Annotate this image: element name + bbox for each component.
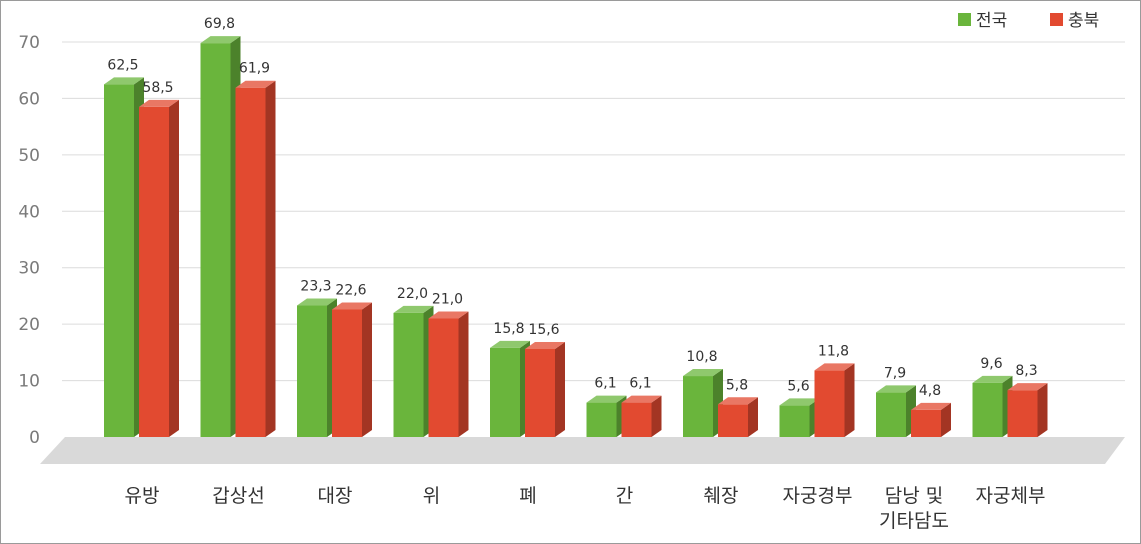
y-tick-label: 0 xyxy=(29,428,40,448)
bar xyxy=(490,340,530,437)
legend-label: 전국 xyxy=(976,11,1007,31)
bar xyxy=(718,397,758,437)
legend-label: 충북 xyxy=(1068,11,1099,31)
bar xyxy=(235,80,276,437)
data-label: 21,0 xyxy=(432,292,463,308)
bar xyxy=(104,77,144,438)
bar xyxy=(814,363,855,437)
data-labels: 62,558,5 69,8 61,9 23,3 22,6 22,0 21,0 15,8 15,6… xyxy=(107,16,1037,399)
y-tick-label: 10 xyxy=(18,372,40,392)
floor-plane xyxy=(40,437,1125,464)
legend-item: 충북 xyxy=(1050,11,1099,31)
data-label: 5,6 xyxy=(787,378,809,394)
legend: 전국 충북 xyxy=(958,11,1099,31)
bar xyxy=(876,385,916,437)
bar xyxy=(1007,383,1048,437)
bar xyxy=(428,311,469,437)
data-label: 22,0 xyxy=(397,286,428,302)
bar xyxy=(972,375,1013,437)
category-label: 자궁경부 xyxy=(783,485,853,507)
bar xyxy=(621,395,662,437)
data-label: 61,9 xyxy=(239,61,270,77)
category-label: 유방 xyxy=(125,485,160,507)
category-label: 간 xyxy=(616,485,633,507)
data-label: 23,3 xyxy=(300,279,331,295)
y-tick-label: 70 xyxy=(18,33,40,53)
category-label: 췌장 xyxy=(704,485,739,507)
bars xyxy=(104,36,1048,438)
y-tick-label: 30 xyxy=(18,259,40,279)
y-tick-label: 60 xyxy=(18,89,40,109)
legend-swatch xyxy=(1050,13,1063,26)
data-label: 15,8 xyxy=(493,321,524,337)
data-label: 62,5 xyxy=(107,57,138,73)
category-label: 갑상선 xyxy=(212,485,264,507)
data-label: 58,5 xyxy=(142,80,173,96)
bar xyxy=(139,99,179,438)
data-label: 10,8 xyxy=(686,349,717,365)
data-label: 9,6 xyxy=(980,356,1002,372)
data-label: 6,1 xyxy=(594,376,616,392)
legend-item: 전국 xyxy=(958,11,1007,31)
category-label: 대장 xyxy=(318,485,353,507)
data-label: 22,6 xyxy=(335,282,366,298)
data-label: 5,8 xyxy=(726,377,748,393)
y-tick-label: 20 xyxy=(18,315,40,335)
bar xyxy=(525,341,565,437)
data-label: 15,6 xyxy=(528,322,559,338)
bar xyxy=(683,369,723,437)
bar xyxy=(911,402,951,437)
category-label: 담낭 및 기타담도 xyxy=(879,485,949,532)
data-label: 4,8 xyxy=(919,383,941,399)
bar xyxy=(779,398,820,437)
legend-swatch xyxy=(958,13,971,26)
bar xyxy=(297,298,337,437)
y-axis-ticks: 0 10 20 30 40 50 60 70 xyxy=(18,33,40,448)
data-label: 8,3 xyxy=(1015,363,1037,379)
category-label: 위 xyxy=(423,485,440,507)
data-label: 7,9 xyxy=(884,365,906,381)
x-axis-categories: 유방 갑상선 대장 위 폐 간 췌장 자궁경부 담낭 및 기타담도 자궁체부 xyxy=(125,485,1046,532)
category-label: 자궁체부 xyxy=(976,485,1046,507)
bar xyxy=(586,395,627,437)
bar xyxy=(200,36,241,437)
data-label: 6,1 xyxy=(629,376,651,392)
category-label: 폐 xyxy=(519,485,536,507)
y-tick-label: 50 xyxy=(18,146,40,166)
data-label: 11,8 xyxy=(818,343,849,359)
bar xyxy=(393,305,434,437)
y-tick-label: 40 xyxy=(18,202,40,222)
bar xyxy=(332,302,372,437)
chart-floor xyxy=(40,437,1125,464)
data-label: 69,8 xyxy=(204,16,235,32)
